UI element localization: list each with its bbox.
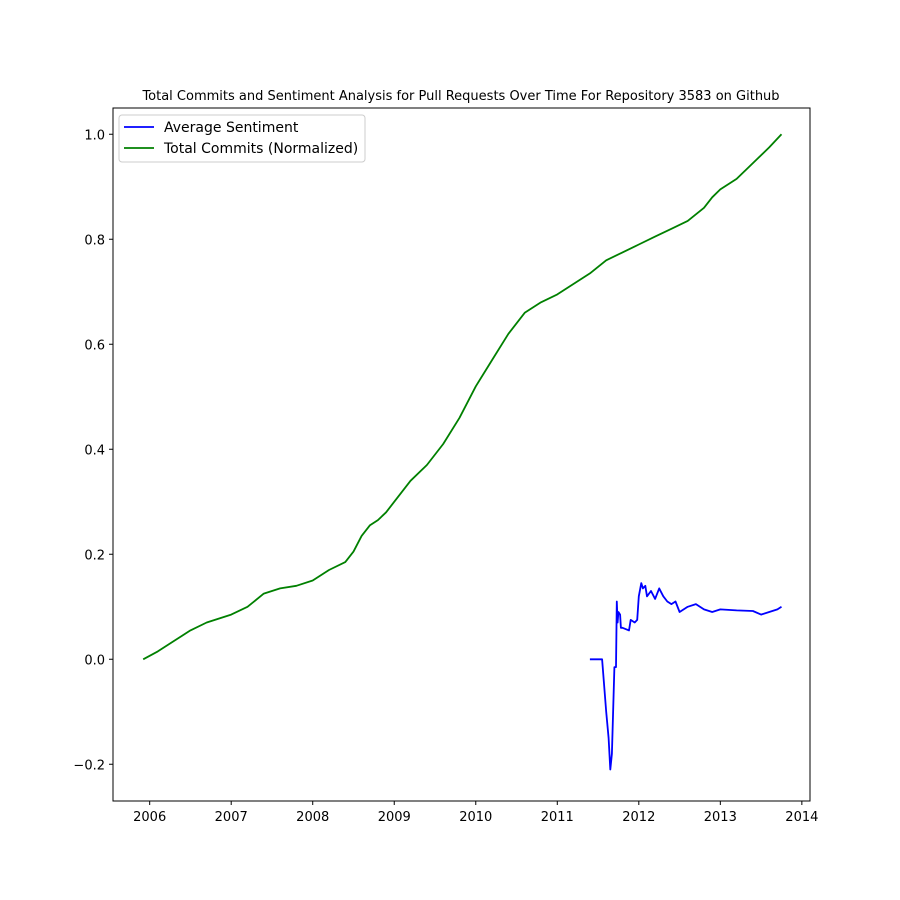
series-line-total-commits <box>142 133 783 661</box>
x-tick-label: 2006 <box>133 810 166 825</box>
x-tick-label: 2007 <box>215 810 248 825</box>
x-tick-label: 2011 <box>541 810 574 825</box>
series-line-average-sentiment <box>589 582 782 771</box>
y-tick-label: −0.2 <box>73 758 105 773</box>
chart-title: Total Commits and Sentiment Analysis for… <box>141 89 779 104</box>
y-tick-label: 0.6 <box>84 338 105 353</box>
x-axis: 2006 2007 2008 2009 2010 2011 2012 2013 2014 <box>133 801 818 825</box>
y-tick-label: 0.2 <box>84 548 105 563</box>
x-tick-label: 2010 <box>459 810 492 825</box>
legend-box <box>118 114 366 163</box>
legend-label: Total Commits (Normalized) <box>163 141 358 157</box>
x-tick-label: 2008 <box>296 810 329 825</box>
plot-frame <box>112 107 811 802</box>
x-tick-label: 2012 <box>622 810 655 825</box>
y-tick-label: 1.0 <box>84 128 105 143</box>
y-tick-label: 0.8 <box>84 233 105 248</box>
x-tick-label: 2009 <box>378 810 411 825</box>
legend-label: Average Sentiment <box>164 120 299 136</box>
x-tick-label: 2013 <box>704 810 737 825</box>
legend: Average Sentiment Total Commits (Normaliz… <box>118 114 366 163</box>
y-tick-label: 0.4 <box>84 443 105 458</box>
y-axis: −0.2 0.0 0.2 0.4 0.6 0.8 1.0 <box>73 128 113 773</box>
x-tick-label: 2014 <box>785 810 818 825</box>
y-tick-label: 0.0 <box>84 653 105 668</box>
